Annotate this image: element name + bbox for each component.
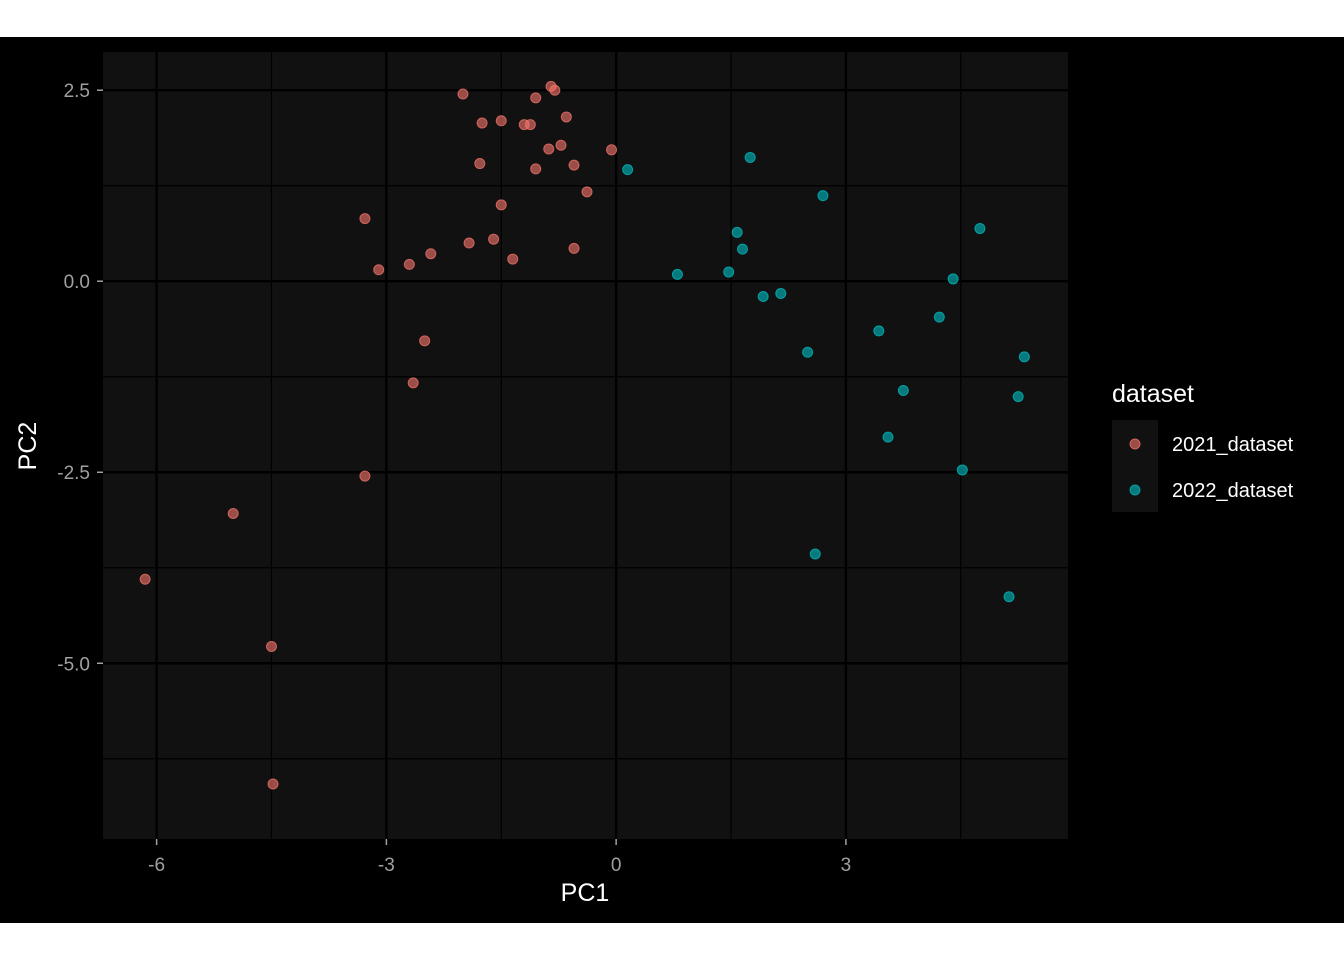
data-point: [568, 242, 580, 254]
data-point: [622, 164, 634, 176]
data-point: [568, 159, 580, 171]
data-point: [359, 213, 371, 225]
data-point: [495, 115, 507, 127]
legend-key: [1129, 484, 1141, 496]
data-point: [882, 431, 894, 443]
x-axis-title: PC1: [561, 879, 610, 907]
scatter-chart: -6 -3 0 3 2.5 0.0 -2.5 -5.0 PC1 PC2 dataset 20…: [14, 52, 1294, 907]
data-point: [530, 92, 542, 104]
data-point: [873, 325, 885, 337]
data-point: [744, 151, 756, 163]
plot-panel: [103, 52, 1068, 839]
data-point: [947, 273, 959, 285]
data-point: [474, 158, 486, 170]
data-point: [359, 470, 371, 482]
legend-label: 2021_dataset: [1172, 434, 1294, 456]
data-point: [476, 117, 488, 129]
data-point: [373, 264, 385, 276]
data-point: [227, 508, 239, 520]
data-point: [723, 266, 735, 278]
data-point: [555, 139, 567, 151]
data-point: [731, 226, 743, 238]
data-point: [457, 88, 469, 100]
data-point: [549, 84, 561, 96]
x-tick-label: 0: [611, 855, 622, 876]
data-point: [581, 186, 593, 198]
data-point: [530, 163, 542, 175]
data-point: [139, 573, 151, 585]
y-axis-title: PC2: [14, 422, 42, 471]
y-tick-label: -5.0: [57, 654, 90, 675]
legend-key: [1129, 438, 1141, 450]
data-point: [757, 291, 769, 303]
data-point: [809, 548, 821, 560]
data-point: [933, 311, 945, 323]
x-tick-label: -6: [148, 855, 165, 876]
data-point: [407, 377, 419, 389]
data-point: [974, 223, 986, 235]
data-point: [495, 199, 507, 211]
data-point: [265, 640, 277, 652]
data-point: [606, 144, 618, 156]
data-point: [524, 119, 536, 131]
data-point: [817, 190, 829, 202]
data-point: [488, 233, 500, 245]
data-point: [1018, 351, 1030, 363]
data-point: [1012, 391, 1024, 403]
x-tick-label: -3: [378, 855, 395, 876]
legend: dataset 2021_dataset 2022_dataset: [1112, 380, 1294, 512]
data-point: [1003, 591, 1015, 603]
data-point: [737, 243, 749, 255]
x-tick-label: 3: [841, 855, 852, 876]
data-point: [560, 111, 572, 123]
data-point: [425, 248, 437, 260]
y-tick-label: 2.5: [64, 81, 90, 102]
y-tick-label: -2.5: [57, 463, 90, 484]
data-point: [956, 464, 968, 476]
legend-title: dataset: [1112, 380, 1194, 408]
data-point: [671, 268, 683, 280]
data-point: [897, 384, 909, 396]
data-point: [775, 287, 787, 299]
data-point: [802, 346, 814, 358]
data-point: [267, 778, 279, 790]
data-point: [507, 253, 519, 265]
chart-figure: -6 -3 0 3 2.5 0.0 -2.5 -5.0 PC1 PC2 dataset 20…: [0, 37, 1344, 923]
y-tick-label: 0.0: [64, 272, 90, 293]
data-point: [543, 143, 555, 155]
data-point: [403, 258, 415, 270]
legend-label: 2022_dataset: [1172, 480, 1294, 502]
data-point: [463, 237, 475, 249]
legend-key-bg: [1112, 420, 1158, 512]
data-point: [419, 335, 431, 347]
